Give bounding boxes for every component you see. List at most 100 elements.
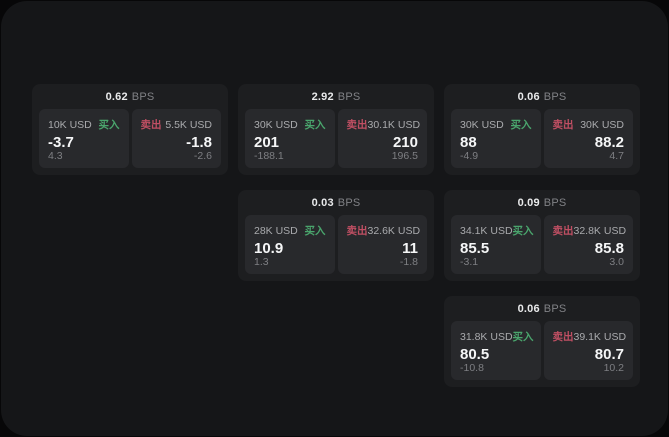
sell-amount: 30K USD — [580, 119, 624, 131]
bps-unit-label: BPS — [131, 90, 155, 103]
buy-panel[interactable]: 34.1K USD 买入 85.5 -3.1 — [451, 215, 541, 274]
buy-tag: 买入 — [510, 119, 532, 131]
sell-panel[interactable]: 卖出 5.5K USD -1.8 -2.6 — [131, 109, 221, 168]
sell-panel[interactable]: 卖出 30.1K USD 210 196.5 — [337, 109, 427, 168]
buy-tag: 买入 — [512, 331, 534, 343]
sell-amount: 30.1K USD — [367, 119, 421, 131]
buy-tag: 买入 — [304, 225, 326, 237]
bps-value: 0.06 — [517, 90, 540, 103]
buy-panel-top: 10K USD 买入 — [48, 117, 120, 132]
buy-delta: -188.1 — [254, 149, 284, 162]
sell-panel[interactable]: 卖出 39.1K USD 80.7 10.2 — [543, 321, 633, 380]
quote-card: 2.92 BPS 30K USD 买入 201 -188.1 卖出 30.1K … — [238, 84, 434, 175]
sell-panel[interactable]: 卖出 30K USD 88.2 4.7 — [543, 109, 633, 168]
buy-price: -3.7 — [48, 133, 74, 151]
quote-card: 0.06 BPS 31.8K USD 买入 80.5 -10.8 卖出 39.1… — [444, 296, 640, 387]
card-header: 0.62 BPS — [32, 84, 228, 109]
sell-price: 210 — [392, 133, 418, 151]
bps-unit-label: BPS — [543, 302, 567, 315]
buy-delta: 4.3 — [48, 149, 63, 162]
buy-panel-top: 34.1K USD 买入 — [460, 223, 534, 238]
sell-amount: 32.6K USD — [367, 225, 421, 237]
buy-tag: 买入 — [512, 225, 534, 237]
sell-amount: 32.8K USD — [573, 225, 627, 237]
quote-card: 0.62 BPS 10K USD 买入 -3.7 4.3 卖出 5.5K USD… — [32, 84, 228, 175]
sell-panel[interactable]: 卖出 32.6K USD 11 -1.8 — [337, 215, 427, 274]
buy-tag: 买入 — [304, 119, 326, 131]
buy-price: 10.9 — [254, 239, 284, 257]
buy-delta: 1.3 — [254, 255, 269, 268]
sell-price: -1.8 — [186, 133, 212, 151]
buy-amount: 30K USD — [460, 119, 504, 131]
buy-panel-top: 31.8K USD 买入 — [460, 329, 534, 344]
buy-panel-top: 28K USD 买入 — [254, 223, 326, 238]
sell-price: 80.7 — [594, 345, 624, 363]
sell-tag: 卖出 — [552, 331, 574, 343]
quote-cards-grid: 0.62 BPS 10K USD 买入 -3.7 4.3 卖出 5.5K USD… — [32, 84, 640, 387]
quote-card: 0.06 BPS 30K USD 买入 88 -4.9 卖出 30K USD 8… — [444, 84, 640, 175]
bps-value: 0.62 — [105, 90, 128, 103]
sell-tag: 卖出 — [346, 119, 368, 131]
bps-unit-label: BPS — [543, 196, 567, 209]
sell-panel-top: 卖出 32.8K USD — [553, 223, 627, 238]
sell-tag: 卖出 — [140, 119, 162, 131]
card-header: 2.92 BPS — [238, 84, 434, 109]
buy-price: 85.5 — [460, 239, 490, 257]
card-header: 0.06 BPS — [444, 84, 640, 109]
sell-panel-top: 卖出 39.1K USD — [552, 329, 627, 344]
buy-amount: 10K USD — [48, 119, 92, 131]
buy-tag: 买入 — [98, 119, 120, 131]
sell-panel-top: 卖出 32.6K USD — [346, 223, 421, 238]
sell-delta: 4.7 — [609, 149, 624, 162]
bps-unit-label: BPS — [337, 90, 361, 103]
buy-delta: -3.1 — [460, 255, 479, 268]
buy-amount: 34.1K USD — [460, 225, 513, 237]
buy-delta: -4.9 — [460, 149, 479, 162]
sell-delta: 3.0 — [609, 255, 624, 268]
sell-tag: 卖出 — [552, 119, 574, 131]
buy-price: 80.5 — [460, 345, 490, 363]
sell-amount: 5.5K USD — [165, 119, 212, 131]
buy-panel[interactable]: 30K USD 买入 88 -4.9 — [451, 109, 541, 168]
sell-delta: 10.2 — [603, 361, 624, 374]
buy-sell-panels: 10K USD 买入 -3.7 4.3 卖出 5.5K USD -1.8 -2.… — [32, 109, 228, 175]
bps-unit-label: BPS — [337, 196, 361, 209]
card-header: 0.09 BPS — [444, 190, 640, 215]
buy-sell-panels: 31.8K USD 买入 80.5 -10.8 卖出 39.1K USD 80.… — [444, 321, 640, 387]
sell-delta: -1.8 — [399, 255, 418, 268]
sell-panel[interactable]: 卖出 32.8K USD 85.8 3.0 — [543, 215, 633, 274]
buy-price: 201 — [254, 133, 280, 151]
buy-panel[interactable]: 30K USD 买入 201 -188.1 — [245, 109, 335, 168]
buy-panel-top: 30K USD 买入 — [254, 117, 326, 132]
quote-card: 0.03 BPS 28K USD 买入 10.9 1.3 卖出 32.6K US… — [238, 190, 434, 281]
buy-panel-top: 30K USD 买入 — [460, 117, 532, 132]
buy-panel[interactable]: 10K USD 买入 -3.7 4.3 — [39, 109, 129, 168]
buy-sell-panels: 30K USD 买入 201 -188.1 卖出 30.1K USD 210 1… — [238, 109, 434, 175]
card-header: 0.06 BPS — [444, 296, 640, 321]
buy-delta: -10.8 — [460, 361, 484, 374]
quote-card: 0.09 BPS 34.1K USD 买入 85.5 -3.1 卖出 32.8K… — [444, 190, 640, 281]
sell-price: 88.2 — [594, 133, 624, 151]
buy-amount: 30K USD — [254, 119, 298, 131]
buy-panel[interactable]: 28K USD 买入 10.9 1.3 — [245, 215, 335, 274]
sell-tag: 卖出 — [346, 225, 368, 237]
buy-panel[interactable]: 31.8K USD 买入 80.5 -10.8 — [451, 321, 541, 380]
buy-sell-panels: 34.1K USD 买入 85.5 -3.1 卖出 32.8K USD 85.8… — [444, 215, 640, 281]
bps-value: 0.09 — [517, 196, 540, 209]
buy-amount: 31.8K USD — [460, 331, 513, 343]
bps-unit-label: BPS — [543, 90, 567, 103]
sell-panel-top: 卖出 30.1K USD — [346, 117, 421, 132]
bps-value: 0.03 — [311, 196, 334, 209]
sell-amount: 39.1K USD — [573, 331, 627, 343]
sell-price: 11 — [402, 239, 418, 257]
sell-delta: -2.6 — [193, 149, 212, 162]
sell-panel-top: 卖出 30K USD — [553, 117, 625, 132]
card-header: 0.03 BPS — [238, 190, 434, 215]
sell-price: 85.8 — [594, 239, 624, 257]
bps-value: 0.06 — [517, 302, 540, 315]
sell-panel-top: 卖出 5.5K USD — [141, 117, 213, 132]
sell-delta: 196.5 — [391, 149, 418, 162]
buy-sell-panels: 30K USD 买入 88 -4.9 卖出 30K USD 88.2 4.7 — [444, 109, 640, 175]
buy-price: 88 — [460, 133, 477, 151]
